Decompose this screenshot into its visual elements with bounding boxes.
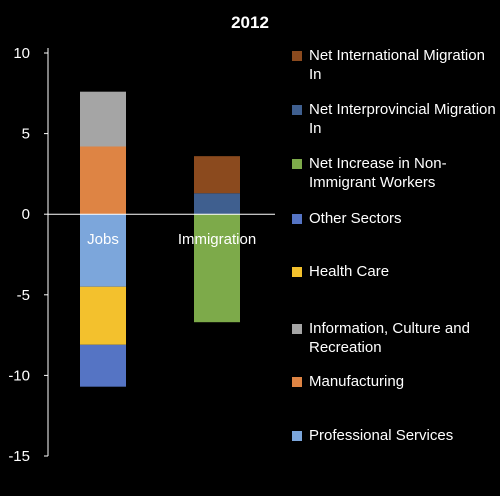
legend-swatch <box>292 431 302 441</box>
legend-swatch <box>292 105 302 115</box>
category-label: Immigration <box>178 231 256 248</box>
legend-label: Health Care <box>309 263 390 280</box>
bar-segment <box>194 214 240 323</box>
legend-swatch <box>292 324 302 334</box>
y-tick-label: -10 <box>8 367 30 384</box>
legend-swatch <box>292 267 302 277</box>
legend-label: Information, Culture and Recreation <box>309 320 470 356</box>
bars <box>80 91 240 387</box>
category-label: Jobs <box>87 231 119 248</box>
bar-segment <box>80 146 126 215</box>
legend-label: Professional Services <box>309 427 454 444</box>
bar-segment <box>80 286 126 345</box>
legend-item: Manufacturing <box>292 372 404 391</box>
legend-item: Net International Migration In <box>292 46 498 84</box>
y-tick-label: -15 <box>8 448 30 465</box>
y-tick-label: 10 <box>13 45 30 62</box>
y-tick-label: 5 <box>22 126 30 143</box>
legend-swatch <box>292 214 302 224</box>
legend-label: Manufacturing <box>309 373 405 390</box>
legend-swatch <box>292 377 302 387</box>
legend-item: Health Care <box>292 262 389 281</box>
legend-label: Other Sectors <box>309 210 402 227</box>
legend-item: Information, Culture and Recreation <box>292 319 498 357</box>
legend-label: Net Interprovincial Migration In <box>309 101 496 137</box>
legend-item: Net Increase in Non-Immigrant Workers <box>292 154 498 192</box>
legend-item: Net Interprovincial Migration In <box>292 100 498 138</box>
bar-segment <box>194 193 240 215</box>
legend-label: Net Increase in Non-Immigrant Workers <box>309 155 447 191</box>
y-tick-label: 0 <box>22 206 30 223</box>
chart-title: 2012 <box>231 13 269 32</box>
bar-segment <box>194 156 240 194</box>
bar-segment <box>80 214 126 287</box>
y-axis-ticks: 10 5 0 -5 -10 -15 <box>8 45 48 465</box>
y-tick-label: -5 <box>17 287 30 304</box>
bar-segment <box>80 344 126 387</box>
legend-swatch <box>292 51 302 61</box>
legend-item: Other Sectors <box>292 209 402 228</box>
legend-swatch <box>292 159 302 169</box>
legend-item: Professional Services <box>292 426 453 445</box>
legend-label: Net International Migration In <box>309 47 485 83</box>
category-labels: Jobs Immigration <box>87 231 256 248</box>
bar-segment <box>80 91 126 147</box>
